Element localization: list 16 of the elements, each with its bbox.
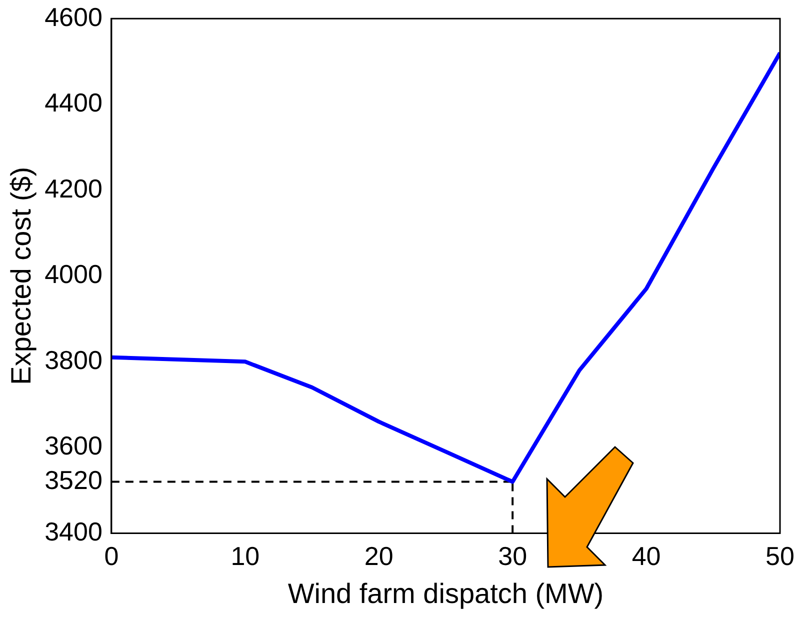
y-tick-label: 3400 <box>44 516 102 546</box>
x-tick-label: 0 <box>104 540 119 571</box>
y-tick-label: 4600 <box>44 2 102 32</box>
x-tick-label: 50 <box>766 540 794 571</box>
x-tick-label: 30 <box>498 540 528 571</box>
y-tick-label: 3520 <box>44 464 102 495</box>
y-tick-label: 3800 <box>44 344 102 375</box>
y-tick-label: 4200 <box>44 173 102 204</box>
x-tick-label: 10 <box>230 540 260 571</box>
y-tick-label: 3600 <box>44 430 102 461</box>
x-axis-title: Wind farm dispatch (MW) <box>288 578 604 609</box>
y-tick-label: 4000 <box>44 259 102 290</box>
x-tick-label: 40 <box>632 540 661 571</box>
x-tick-label: 20 <box>364 540 394 571</box>
y-axis-title: Expected cost ($) <box>6 166 37 385</box>
y-tick-label: 4400 <box>44 88 102 118</box>
